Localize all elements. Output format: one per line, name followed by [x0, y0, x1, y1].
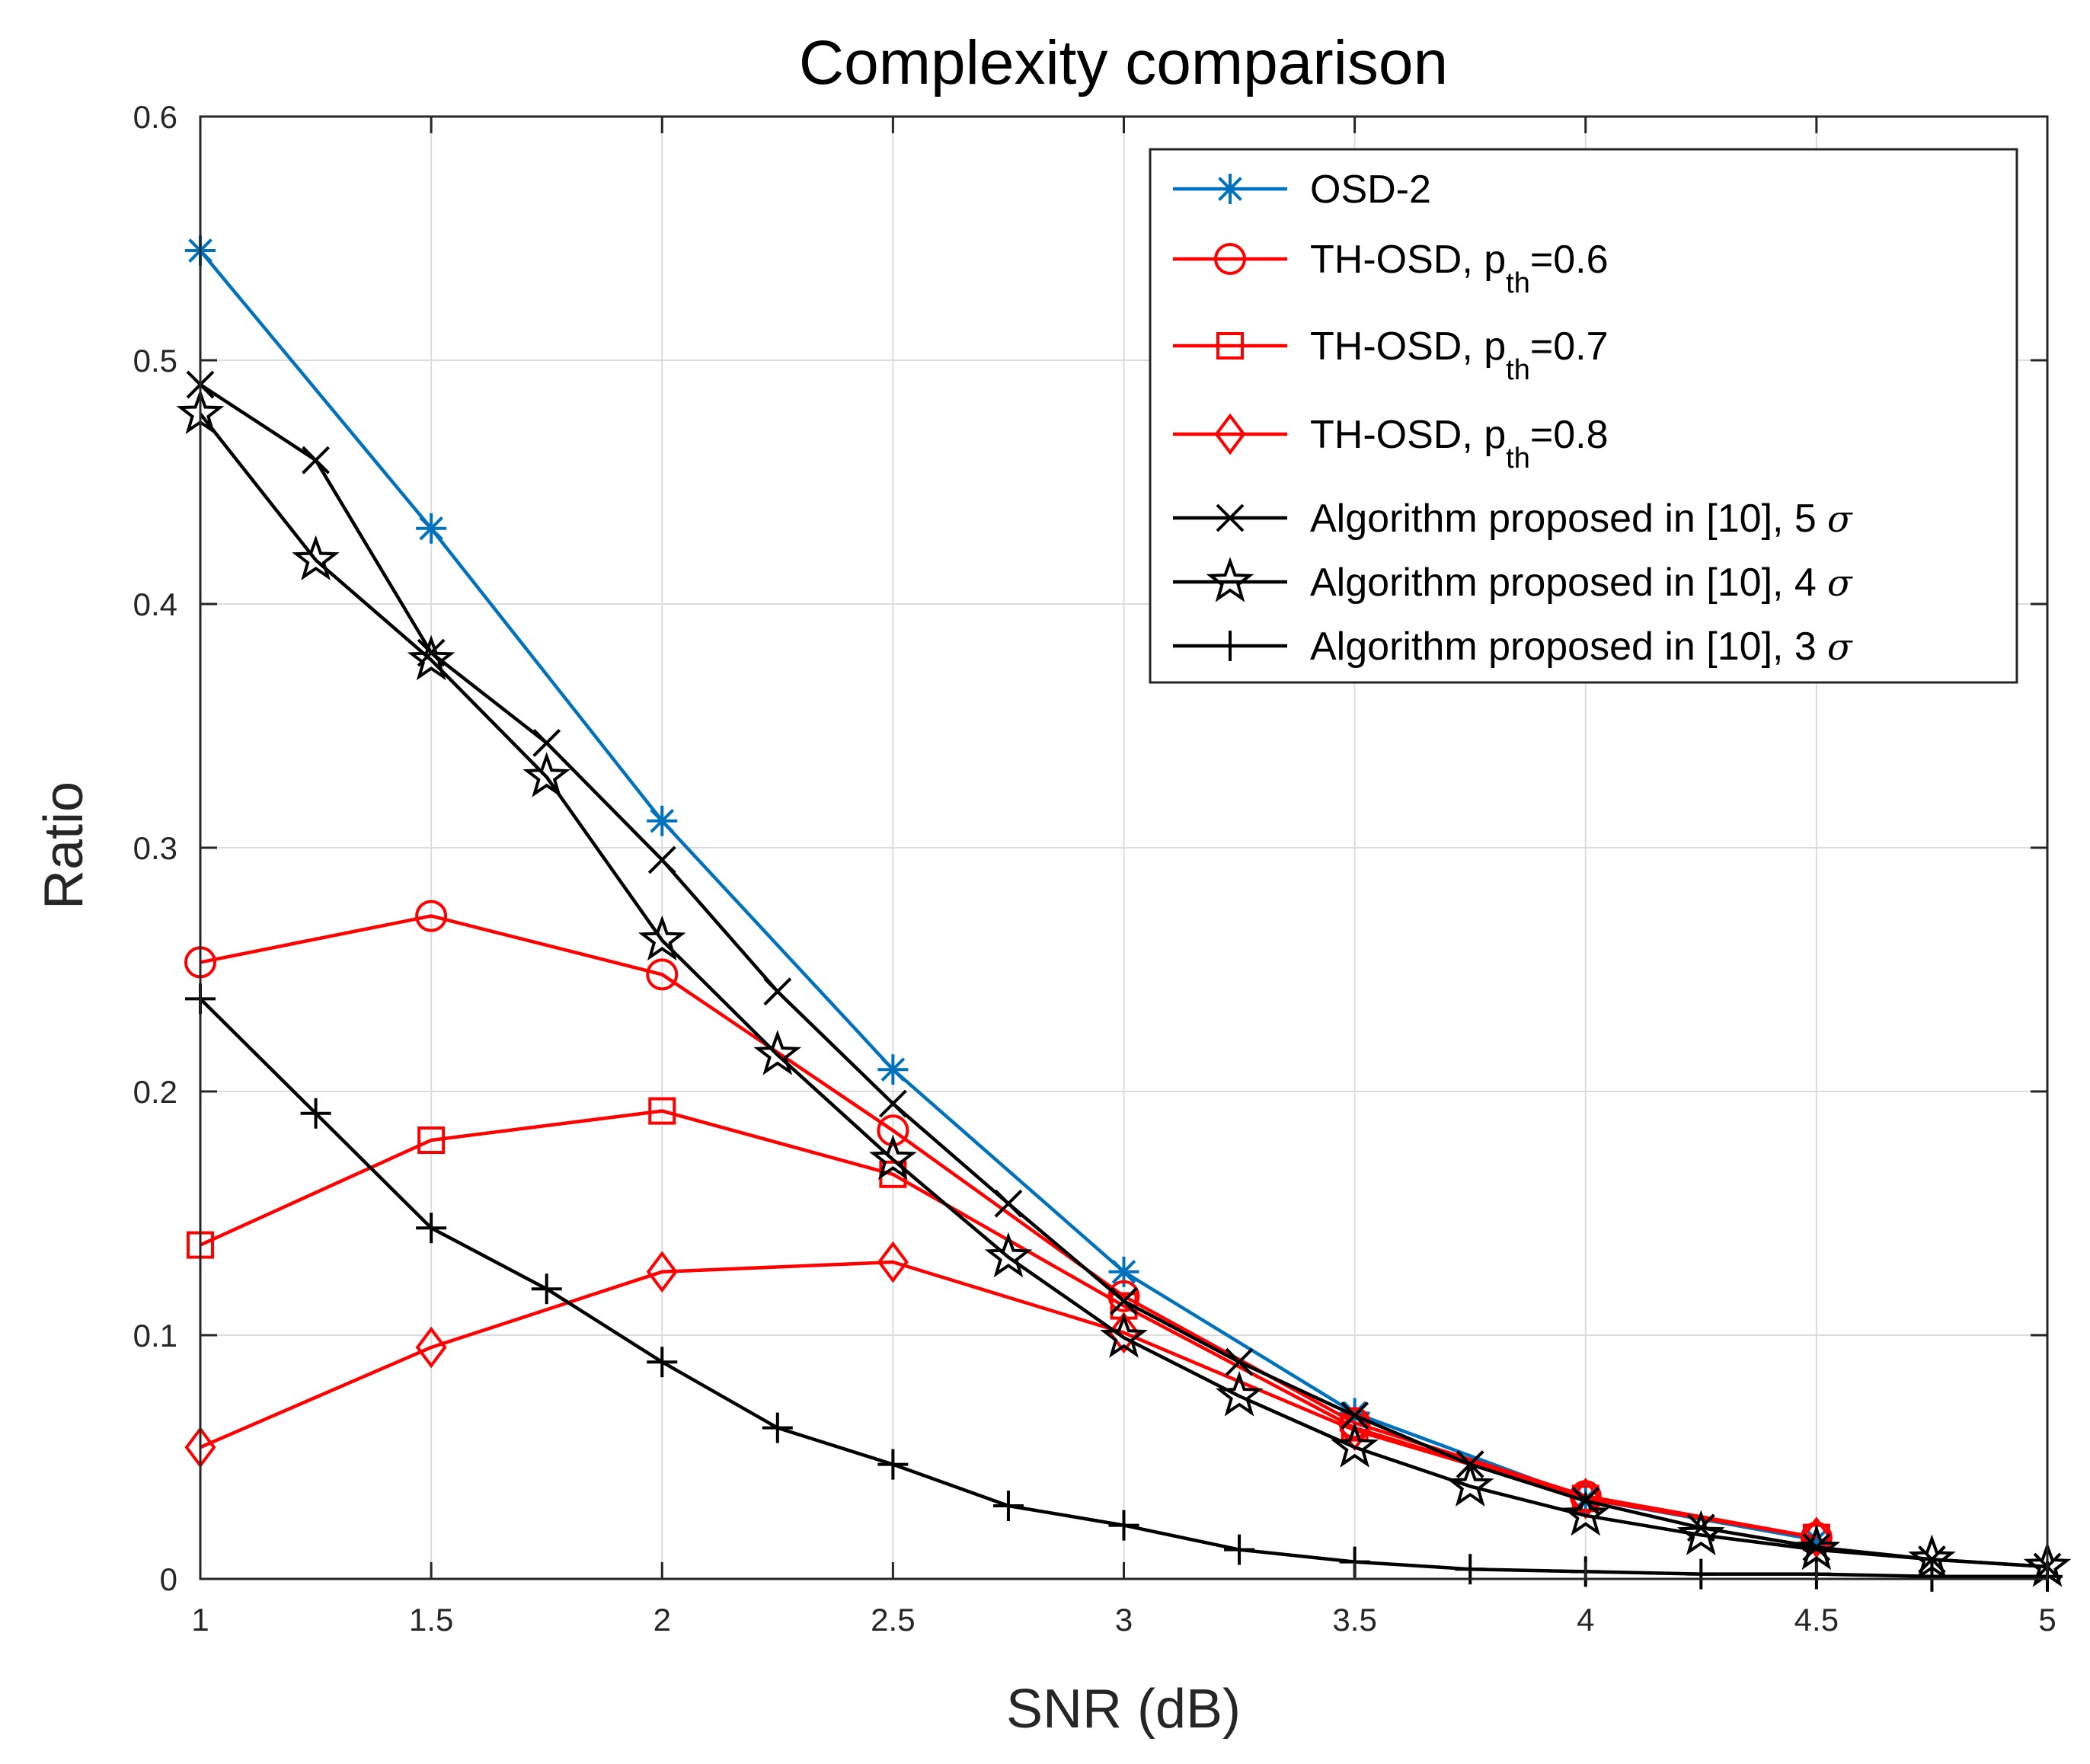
data-point	[878, 1089, 907, 1118]
legend-marker	[1214, 413, 1246, 455]
y-axis-label: Ratio	[34, 781, 94, 909]
data-point	[762, 1412, 793, 1443]
legend-marker	[1216, 503, 1245, 532]
data-point	[1686, 1558, 1717, 1590]
data-point	[877, 1054, 909, 1085]
data-point	[877, 1241, 909, 1283]
data-point	[1224, 1534, 1255, 1565]
data-point	[1108, 1256, 1139, 1287]
legend-marker	[1216, 332, 1244, 360]
x-tick-label: 4	[1577, 1602, 1594, 1638]
legend-label: TH-OSD, pth=0.7	[1310, 324, 1609, 386]
data-point	[646, 958, 679, 991]
data-point	[522, 752, 571, 797]
data-point	[647, 845, 676, 874]
data-point	[417, 1126, 446, 1154]
data-point	[300, 1098, 331, 1129]
data-point	[1916, 1561, 1948, 1592]
data-point	[292, 535, 340, 581]
legend-entry: TH-OSD, pth=0.8	[1173, 413, 1609, 475]
legend-marker	[1215, 174, 1245, 204]
data-point	[763, 977, 792, 1006]
data-point	[415, 900, 448, 932]
axes: 1 1.5 2 2.5 3 3.5 4 4.5 5 0 0.1 0.2 0.3 0.4 0.5 0.6	[133, 99, 2056, 1638]
data-point	[1108, 1510, 1139, 1541]
legend-box	[1149, 148, 2018, 684]
x-tick-label: 1.5	[409, 1602, 453, 1638]
y-tick-label: 0.2	[133, 1074, 177, 1110]
data-point	[1676, 1510, 1725, 1556]
legend-label: TH-OSD, pth=0.6	[1310, 238, 1609, 299]
y-tick-label: 0.4	[133, 586, 177, 622]
data-point	[1215, 1371, 1264, 1417]
series-layer	[176, 235, 2072, 1592]
y-tick-label: 0.3	[133, 830, 177, 866]
data-point	[1225, 1347, 1254, 1376]
x-tick-label: 2.5	[871, 1602, 915, 1638]
data-point	[1341, 1401, 1369, 1430]
x-tick-label: 3.5	[1332, 1602, 1376, 1638]
x-axis-label: SNR (dB)	[1006, 1679, 1241, 1740]
series-5	[186, 370, 2062, 1581]
data-point	[416, 1213, 447, 1244]
series-7	[185, 983, 2063, 1592]
data-point	[869, 1134, 917, 1181]
data-point	[647, 1347, 678, 1378]
y-tick-label: 0.1	[133, 1318, 177, 1353]
data-point	[984, 1232, 1033, 1278]
data-point	[877, 1114, 909, 1147]
data-point	[753, 1030, 802, 1075]
data-point	[531, 1273, 562, 1305]
data-point	[407, 634, 455, 681]
data-point	[877, 1449, 909, 1480]
series-line	[199, 413, 2048, 1569]
data-point	[1792, 1524, 1841, 1571]
legend-marker	[1215, 631, 1245, 661]
data-point	[647, 805, 678, 836]
chart-title: Complexity comparison	[799, 28, 1448, 97]
data-point	[994, 1189, 1023, 1218]
data-point	[1110, 1286, 1138, 1315]
data-point	[646, 1251, 678, 1293]
data-point	[1801, 1516, 1833, 1558]
legend-label: OSD-2	[1310, 168, 1431, 212]
legend-entry: TH-OSD, pth=0.6	[1173, 238, 1609, 299]
data-point	[416, 513, 447, 544]
legend-marker	[1214, 243, 1246, 275]
data-point	[638, 915, 686, 961]
legend-entry: OSD-2	[1173, 168, 1431, 212]
data-point	[1446, 1461, 1494, 1507]
data-point	[1108, 1312, 1139, 1354]
data-point	[1331, 1422, 1379, 1468]
legend-label: TH-OSD, pth=0.8	[1310, 413, 1609, 475]
legend-entry: TH-OSD, pth=0.7	[1173, 324, 1609, 386]
series-line	[200, 914, 1817, 1539]
data-point	[648, 1097, 676, 1125]
x-tick-label: 4.5	[1794, 1602, 1839, 1638]
x-tick-label: 5	[2038, 1602, 2056, 1638]
data-point	[992, 1491, 1024, 1521]
y-tick-label: 0.5	[133, 343, 177, 379]
y-tick-label: 0	[160, 1561, 177, 1597]
data-point	[415, 1326, 447, 1369]
data-point	[1561, 1490, 1610, 1536]
x-tick-label: 1	[191, 1602, 209, 1638]
x-tick-label: 2	[654, 1602, 671, 1638]
legend: OSD-2 TH-OSD, pth=0.6 TH-OSD, pth=0.7 TH-OS…	[1149, 148, 2018, 684]
data-point	[302, 446, 330, 475]
x-tick-label: 3	[1115, 1602, 1133, 1638]
y-tick-label: 0.6	[133, 99, 177, 135]
data-point	[532, 728, 561, 757]
data-point	[1100, 1312, 1148, 1358]
series-6	[176, 388, 2072, 1587]
legend-marker	[1206, 557, 1254, 602]
